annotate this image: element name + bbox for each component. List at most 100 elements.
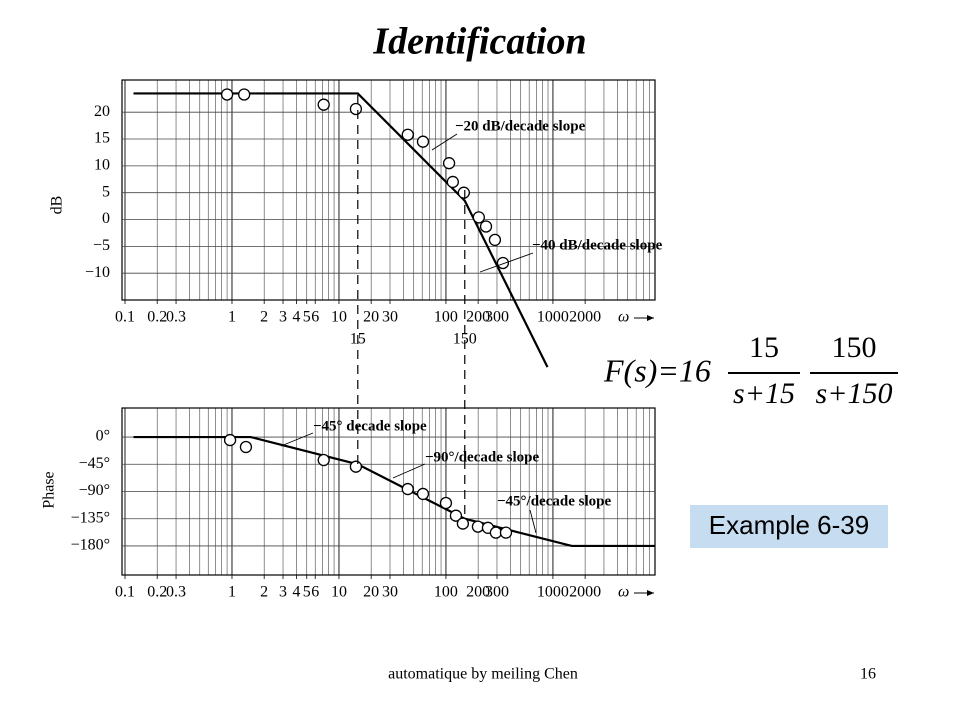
- measured-point: [416, 487, 430, 501]
- measured-point: [496, 256, 510, 270]
- y-tick-label: 10: [94, 157, 110, 174]
- measured-point: [499, 526, 513, 539]
- x-tick-label: 100: [434, 309, 458, 326]
- y-axis-label: Phase: [41, 471, 58, 508]
- x-tick-label: 300: [485, 309, 509, 326]
- x-tick-label: 0.1: [115, 584, 135, 601]
- x-tick-label: 1000: [537, 584, 569, 601]
- measured-point: [401, 128, 414, 141]
- x-tick-label: 30: [382, 584, 398, 601]
- x-tick-label: 300: [485, 584, 509, 601]
- slide-title: Identification: [372, 21, 586, 63]
- y-tick-label: −5: [93, 237, 110, 254]
- x-tick-label: 1000: [537, 309, 569, 326]
- annotation: −20 dB/decade slope: [455, 118, 586, 134]
- x-tick-label: 1: [228, 584, 236, 601]
- x-tick-label: 2: [260, 309, 268, 326]
- measured-point: [223, 433, 237, 447]
- x-axis-label: ω: [618, 309, 629, 326]
- formula-den: s+150: [816, 377, 893, 410]
- x-tick-label: 5: [303, 584, 311, 601]
- measured-point: [472, 211, 485, 224]
- y-tick-label: −180°: [71, 537, 110, 554]
- x-tick-label: 10: [331, 584, 347, 601]
- y-tick-label: −45°: [79, 455, 110, 472]
- annotation-leader: [431, 133, 458, 151]
- annotation: −45°/decade slope: [497, 493, 611, 509]
- annotation: −45° decade slope: [313, 418, 427, 434]
- x-tick-label: 4: [292, 309, 300, 326]
- footer: automatique by meiling Chen: [388, 666, 578, 683]
- x-tick-label: 20: [363, 309, 379, 326]
- y-tick-label: 5: [102, 183, 110, 200]
- plot-frame: [121, 79, 656, 301]
- y-tick-label: −135°: [71, 509, 110, 526]
- measured-point: [456, 517, 470, 530]
- y-tick-label: 0°: [96, 428, 110, 445]
- x-tick-label: 1: [228, 309, 236, 326]
- measured-point: [349, 460, 363, 473]
- annotation-leader: [529, 509, 537, 534]
- annotation-leader: [479, 252, 534, 273]
- x-tick-label: 0.2: [147, 584, 167, 601]
- measured-point: [220, 88, 234, 101]
- x-tick-label: 6: [311, 584, 319, 601]
- x-tick-label: 6: [311, 309, 319, 326]
- measured-point: [401, 482, 414, 496]
- formula-den: s+15: [733, 377, 795, 410]
- x-tick-label: 200: [466, 584, 490, 601]
- measured-point: [317, 98, 330, 111]
- y-tick-label: 0: [102, 210, 110, 227]
- measured-point: [488, 233, 502, 247]
- measured-point: [317, 453, 330, 467]
- x-tick-label: 5: [303, 309, 311, 326]
- measured-point: [442, 157, 456, 170]
- x-tick-label: 30: [382, 309, 398, 326]
- x-tick-label: 0.2: [147, 309, 167, 326]
- annotation-leader: [280, 432, 314, 447]
- measured-point: [439, 496, 453, 510]
- example-box: [690, 505, 888, 548]
- x-tick-label: 2: [260, 584, 268, 601]
- axis-arrowhead: [647, 315, 654, 321]
- example-label: Example 6-39: [709, 510, 869, 540]
- formula-num: 15: [749, 331, 779, 364]
- formula-num: 150: [832, 331, 877, 364]
- x-tick-label: 3: [279, 584, 287, 601]
- measured-point: [416, 135, 430, 148]
- x-tick-label: 4: [292, 584, 300, 601]
- x-tick-label: 10: [331, 309, 347, 326]
- measured-point: [471, 520, 485, 533]
- y-axis-label: dB: [49, 196, 66, 215]
- measured-point: [457, 186, 470, 199]
- y-tick-label: 20: [94, 103, 110, 120]
- annotation: −40 dB/decade slope: [532, 237, 663, 253]
- annotation-leader: [392, 463, 426, 479]
- x-tick-label: 2000: [569, 309, 601, 326]
- x-tick-label: 20: [363, 584, 379, 601]
- x-axis-label: ω: [618, 584, 629, 601]
- page-number: 16: [860, 666, 876, 683]
- measured-point: [489, 526, 503, 539]
- measured-point: [446, 175, 459, 189]
- y-tick-label: −10: [85, 264, 110, 281]
- y-tick-label: 15: [94, 130, 110, 147]
- corner-label: 15: [350, 331, 366, 348]
- measured-point: [349, 102, 363, 116]
- x-tick-label: 3: [279, 309, 287, 326]
- measured-point: [449, 509, 463, 522]
- annotation: −90°/decade slope: [425, 449, 539, 465]
- x-tick-label: 0.3: [166, 584, 186, 601]
- measured-point: [239, 440, 253, 454]
- x-tick-label: 0.3: [166, 309, 186, 326]
- x-tick-label: 0.1: [115, 309, 135, 326]
- measured-point: [479, 220, 493, 233]
- formula-lhs: F(s)=16: [603, 352, 711, 388]
- x-tick-label: 100: [434, 584, 458, 601]
- measured-point: [238, 88, 251, 101]
- y-tick-label: −90°: [79, 482, 110, 499]
- axis-arrowhead: [647, 590, 654, 596]
- x-tick-label: 2000: [569, 584, 601, 601]
- x-tick-label: 200: [466, 309, 490, 326]
